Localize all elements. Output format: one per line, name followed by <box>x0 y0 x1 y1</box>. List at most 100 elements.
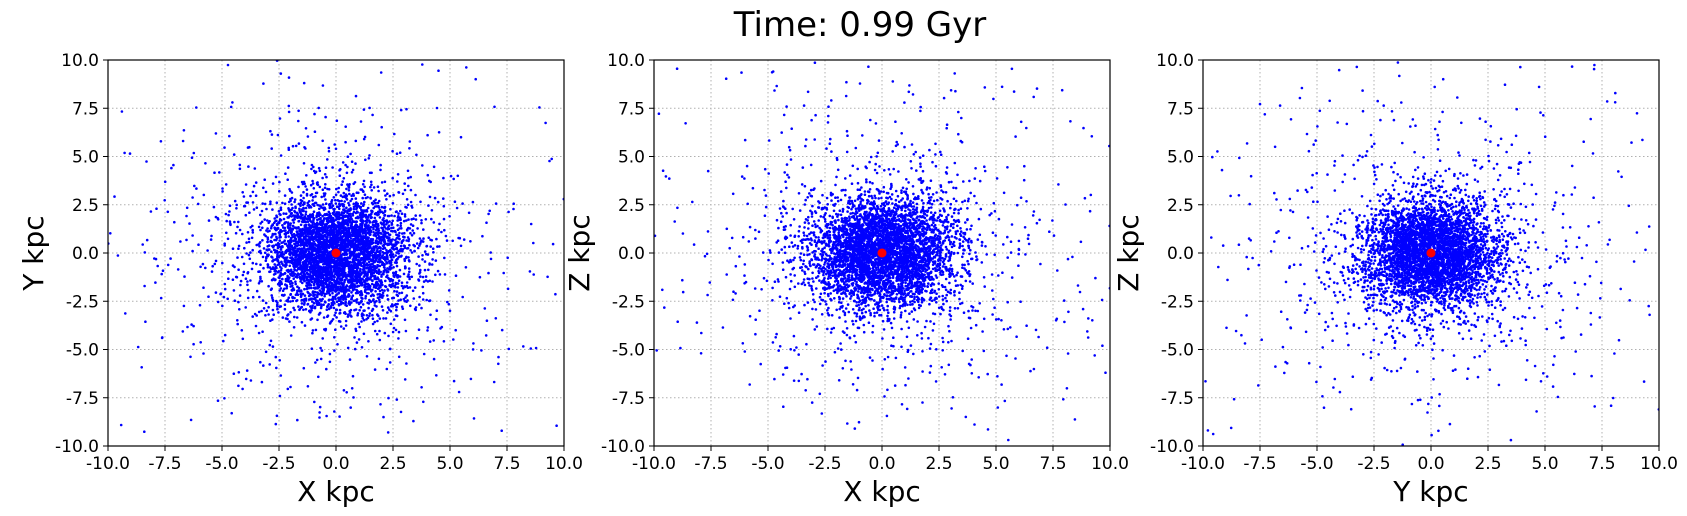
particle-point <box>358 232 362 236</box>
particle-point <box>424 279 428 282</box>
particle-point <box>275 414 279 418</box>
particle-point <box>299 223 303 227</box>
particle-point <box>438 273 442 276</box>
particle-point <box>327 245 331 249</box>
particle-point <box>402 236 406 239</box>
particle-point <box>497 362 500 366</box>
particle-point <box>287 110 291 114</box>
particle-point <box>362 229 366 233</box>
particle-point <box>299 201 303 205</box>
particle-point <box>266 265 270 269</box>
particle-point <box>260 280 264 283</box>
particle-point <box>292 306 295 310</box>
particle-point <box>459 244 463 248</box>
particle-point <box>370 209 373 213</box>
particle-point <box>334 294 338 297</box>
particle-point <box>262 266 265 270</box>
particle-point <box>307 250 311 253</box>
particle-point <box>471 200 475 204</box>
particle-point <box>349 152 352 156</box>
particle-point <box>315 181 319 185</box>
particle-point <box>350 291 353 294</box>
particle-point <box>331 318 335 321</box>
particle-point <box>260 209 264 213</box>
particle-point <box>368 257 371 261</box>
particle-point <box>345 391 349 394</box>
particle-point <box>430 263 434 266</box>
particle-point <box>409 175 413 179</box>
particle-point <box>247 253 251 257</box>
particle-point <box>512 202 515 205</box>
particle-point <box>390 258 394 262</box>
particle-point <box>258 241 262 244</box>
particle-point <box>289 385 292 389</box>
particle-point <box>299 234 302 237</box>
particle-point <box>348 303 352 306</box>
particle-point <box>367 252 371 256</box>
particle-point <box>288 261 292 264</box>
particle-point <box>352 396 355 399</box>
particle-point <box>372 231 375 234</box>
particle-point <box>289 311 292 314</box>
particle-point <box>253 167 257 170</box>
particle-point <box>244 277 248 281</box>
particle-point <box>332 236 335 240</box>
particle-point <box>287 148 291 151</box>
particle-point <box>268 363 272 366</box>
particle-point <box>308 232 311 236</box>
particle-point <box>389 253 393 256</box>
particle-point <box>159 296 163 300</box>
particle-point <box>332 261 336 265</box>
particle-point <box>338 174 342 177</box>
particle-point <box>432 165 436 169</box>
particle-point <box>300 305 304 309</box>
particle-point <box>315 235 318 238</box>
particle-point <box>303 324 307 327</box>
particle-point <box>311 331 314 335</box>
particle-point <box>414 306 418 309</box>
particle-point <box>284 235 288 239</box>
particle-point <box>350 197 354 201</box>
particle-point <box>353 231 357 234</box>
particle-point <box>301 281 304 285</box>
particle-point <box>362 269 365 272</box>
particle-point <box>323 173 327 176</box>
particle-point <box>421 258 424 261</box>
particle-point <box>340 247 343 250</box>
particle-point <box>271 208 274 211</box>
particle-point <box>375 284 379 288</box>
particle-point <box>314 328 318 332</box>
particle-point <box>332 306 336 310</box>
particle-point <box>453 200 457 203</box>
particle-point <box>320 206 323 209</box>
particle-point <box>355 253 359 256</box>
particle-point <box>317 255 321 258</box>
particle-point <box>310 163 314 167</box>
particle-point <box>318 185 322 189</box>
particle-point <box>237 220 240 224</box>
particle-point <box>449 174 453 178</box>
particle-point <box>432 251 435 254</box>
particle-point <box>233 220 236 224</box>
particle-point <box>331 242 335 246</box>
particle-point <box>302 196 305 200</box>
particle-point <box>312 187 316 190</box>
particle-point <box>408 275 411 279</box>
particle-point <box>373 368 377 371</box>
particle-point <box>305 275 308 279</box>
particle-point <box>311 297 315 301</box>
particle-point <box>368 154 371 157</box>
particle-point <box>292 232 296 236</box>
particle-point <box>314 247 317 251</box>
particle-point <box>319 213 322 216</box>
particle-point <box>291 281 294 285</box>
particle-point <box>306 258 309 261</box>
particle-point <box>492 380 496 384</box>
particle-point <box>329 214 333 218</box>
particle-point <box>403 265 407 268</box>
particle-point <box>393 244 397 247</box>
particle-point <box>472 342 475 345</box>
particle-point <box>341 269 345 272</box>
particle-point <box>359 269 362 273</box>
particle-point <box>357 278 361 282</box>
